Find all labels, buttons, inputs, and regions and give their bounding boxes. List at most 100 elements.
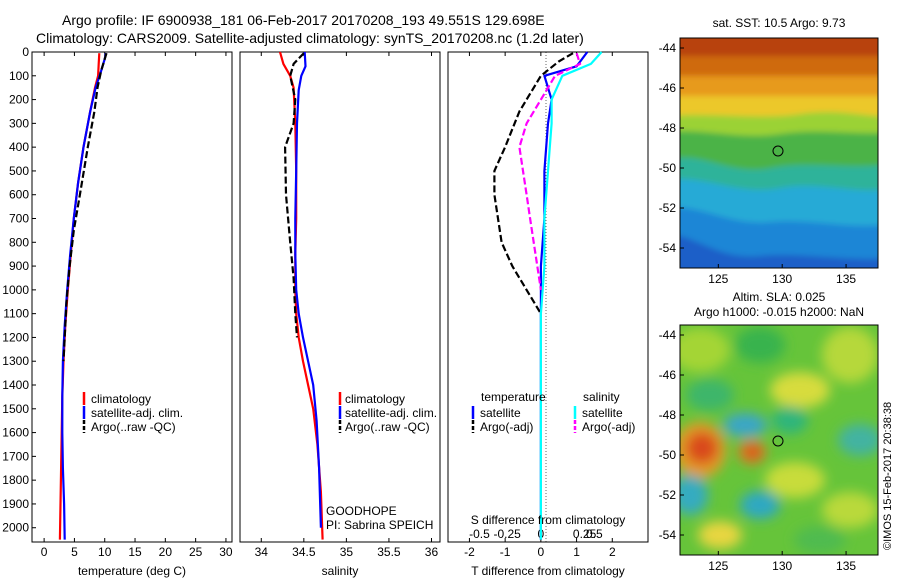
series-temperature-argo-adj [493, 52, 574, 315]
legend-label-t-argo: Argo(-adj) [480, 420, 533, 434]
x-tick-label: 34 [255, 545, 269, 559]
y-tick-label: 0 [22, 45, 29, 59]
difference-legend: temperature salinity satellite Argo(-adj… [471, 390, 635, 434]
temperature-panel: 0100200300400500600700800900100011001200… [2, 45, 233, 578]
x-tick-label: 36 [425, 545, 439, 559]
map-y-tick-label: -50 [659, 448, 677, 462]
sla-argo-location-marker [772, 435, 784, 447]
s-diff-tick-label: 0.25 [573, 527, 597, 541]
temperature-axes-frame [31, 51, 233, 543]
map-x-tick-label: 125 [708, 272, 728, 286]
salinity-axis: 34 34.5 35 35.5 36 [255, 52, 439, 559]
s-difference-axis: -0.5 -0.25 0 0.250.5 [469, 527, 603, 541]
y-tick-label: 700 [9, 212, 29, 226]
map-y-tick-label: -52 [659, 201, 677, 215]
map-y-tick-label: -44 [659, 41, 677, 55]
x-tick-label: 25 [189, 545, 203, 559]
credit-text: ©IMOS 15-Feb-2017 20:38:38 [882, 402, 894, 550]
map-y-tick-label: -46 [659, 368, 677, 382]
y-tick-label: 1800 [2, 473, 29, 487]
map-x-tick-label: 125 [708, 559, 728, 573]
x-tick-label: 2 [609, 545, 616, 559]
project-annotation: GOODHOPE [326, 504, 397, 518]
y-tick-label: 1100 [3, 307, 29, 321]
legend-label-satellite-adj: satellite-adj. clim. [91, 406, 183, 420]
salinity-axes-frame [239, 51, 441, 543]
map-x-tick-label: 135 [836, 272, 856, 286]
map-y-tick-label: -52 [659, 488, 677, 502]
y-tick-label: 400 [9, 140, 29, 154]
map-y-tick-label: -46 [659, 81, 677, 95]
y-tick-label: 1900 [2, 497, 29, 511]
y-tick-label: 200 [9, 93, 29, 107]
series-salinity-argo-adj [518, 52, 582, 291]
y-tick-label: 100 [9, 69, 29, 83]
map-y-tick-label: -48 [659, 408, 677, 422]
x-tick-label: 0 [41, 545, 48, 559]
sla-map-frame [679, 324, 879, 556]
y-tick-label: 1400 [2, 378, 29, 392]
header-line-2: Climatology: CARS2009. Satellite-adjuste… [36, 30, 584, 46]
t-difference-xlabel: T difference from climatology [471, 564, 625, 578]
series-satellite-adj-clim [294, 51, 322, 528]
x-tick-label: -2 [464, 545, 475, 559]
s-difference-label: S difference from climatology [471, 513, 626, 527]
map-x-tick-label: 130 [772, 559, 792, 573]
pi-annotation: PI: Sabrina SPEICH [326, 518, 433, 532]
x-tick-label: 20 [159, 545, 173, 559]
sla-map-title: Altim. SLA: 0.025 [733, 290, 826, 304]
sst-argo-location-marker [772, 145, 784, 157]
y-tick-label: 300 [9, 116, 29, 130]
s-diff-tick-label: -0.25 [493, 527, 521, 541]
x-tick-label: 15 [128, 545, 142, 559]
y-tick-label: 1200 [2, 330, 29, 344]
salinity-legend: climatology satellite-adj. clim. Argo(..… [338, 392, 437, 434]
y-tick-label: 1500 [2, 402, 29, 416]
x-tick-label: 34.5 [292, 545, 316, 559]
x-tick-label: 10 [98, 545, 112, 559]
legend-label-argo: Argo(..raw -QC) [345, 420, 430, 434]
temperature-legend: climatology satellite-adj. clim. Argo(..… [82, 392, 183, 434]
salinity-lines [278, 51, 324, 540]
y-tick-label: 1000 [2, 283, 29, 297]
y-tick-label: 500 [9, 164, 29, 178]
x-tick-label: 0 [538, 545, 545, 559]
map-y-tick-label: -54 [659, 241, 677, 255]
x-tick-label: -1 [500, 545, 511, 559]
series-argo-raw-qc [62, 52, 108, 362]
y-tick-label: 900 [9, 259, 29, 273]
legend-group-temperature: temperature [481, 390, 546, 404]
x-tick-label: 1 [573, 545, 580, 559]
map-y-tick-label: -44 [659, 328, 677, 342]
map-y-tick-label: -54 [659, 528, 677, 542]
y-tick-label: 1300 [2, 354, 29, 368]
s-diff-tick-label: -0.5 [469, 527, 490, 541]
difference-panel: -2 -1 0 1 2 -0.5 -0.25 0 0.250.5 temperature sa… [447, 51, 649, 578]
sst-map-title: sat. SST: 10.5 Argo: 9.73 [713, 16, 846, 30]
legend-label-argo: Argo(..raw -QC) [91, 420, 176, 434]
sst-map-panel: sat. SST: 10.5 Argo: 9.73 125 130 135 -44 -4… [659, 16, 879, 286]
x-tick-label: 30 [219, 545, 233, 559]
x-tick-label: 35 [340, 545, 354, 559]
difference-lines [493, 51, 603, 540]
legend-label-climatology: climatology [345, 392, 405, 406]
salinity-panel: 34 34.5 35 35.5 36 climatology satellite-adj… [239, 51, 441, 578]
y-tick-label: 800 [9, 235, 29, 249]
series-argo-raw-qc [284, 52, 305, 338]
sla-map-axes: 125 130 135 -44 -46 -48 -50 -52 -54 [659, 328, 857, 573]
x-tick-label: 5 [71, 545, 78, 559]
sla-map-panel: Altim. SLA: 0.025 Argo h1000: -0.015 h20… [659, 290, 879, 573]
map-y-tick-label: -48 [659, 121, 677, 135]
legend-label-s-argo: Argo(-adj) [582, 420, 635, 434]
y-tick-label: 2000 [2, 521, 29, 535]
header-line-1: Argo profile: IF 6900938_181 06-Feb-2017… [62, 12, 545, 28]
sla-map-subtitle: Argo h1000: -0.015 h2000: NaN [694, 305, 864, 319]
x-tick-label: 35.5 [377, 545, 401, 559]
legend-label-climatology: climatology [91, 392, 151, 406]
legend-label-t-satellite: satellite [480, 406, 521, 420]
legend-group-salinity: salinity [583, 390, 620, 404]
depth-axis: 0 100 200 300 400 500 600 700 800 900 1000 1100 1200… [2, 45, 36, 535]
legend-label-s-satellite: satellite [582, 406, 623, 420]
